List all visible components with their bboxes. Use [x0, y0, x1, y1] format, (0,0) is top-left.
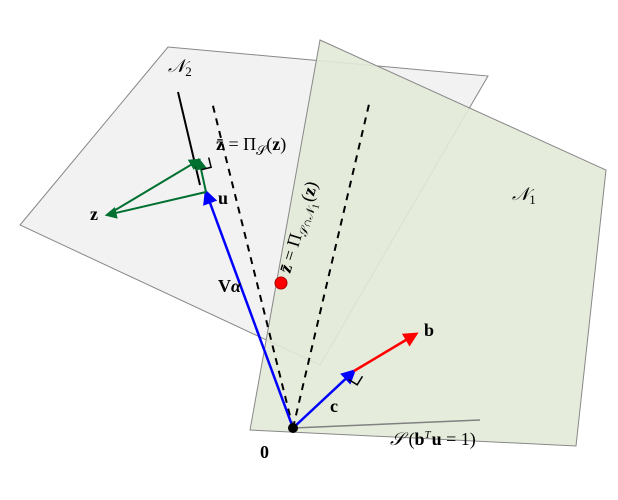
label-b: b [424, 320, 434, 340]
origin-point [288, 423, 298, 433]
label-c: c [330, 396, 338, 416]
label-valpha: Vα [218, 276, 242, 296]
label-origin: 0 [260, 442, 269, 462]
zbarbar-point [275, 277, 287, 289]
label-z: z [90, 204, 98, 224]
label-s-constraint: 𝒮 (bTu = 1) [390, 429, 476, 450]
label-u: u [218, 188, 228, 208]
